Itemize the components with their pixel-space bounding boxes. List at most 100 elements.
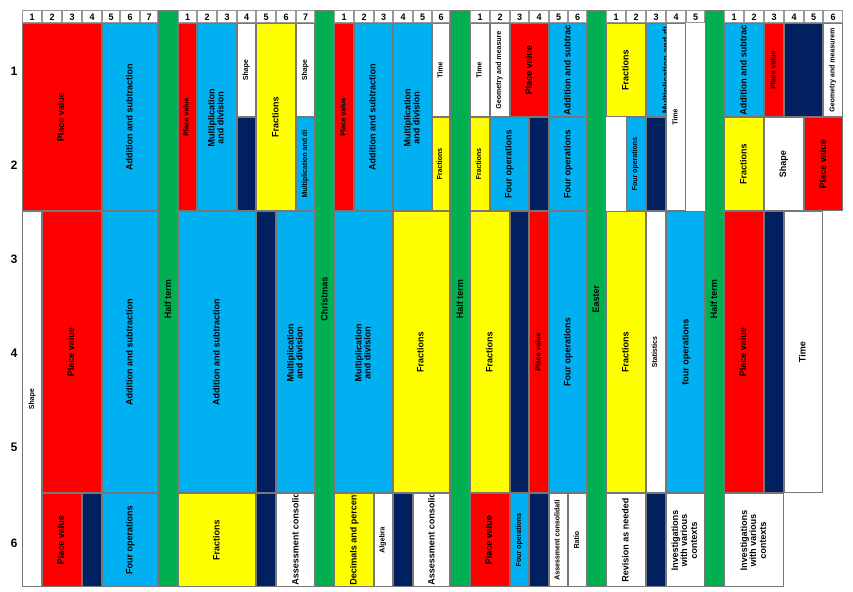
topic-block: Decimals and percentages [334,493,374,587]
column-header: 2 [490,10,510,23]
topic-block [510,211,529,493]
topic-label: Multiplication and division [285,323,305,381]
topic-label: Addition and subtrac [738,25,749,115]
topic-block: Shape [22,211,42,587]
column-header: 6 [276,10,296,23]
topic-block: Fractions [256,23,296,211]
topic-label: Shape [778,150,789,178]
topic-label: Addition and subtraction [211,298,222,406]
topic-label: Multiplication and division [402,88,422,146]
topic-label: Place value [340,97,348,137]
topic-block: Time [784,211,823,493]
topic-label: Geometry and measurem [829,27,837,113]
topic-label: Place value [770,50,778,90]
holiday-break: Half term [450,10,470,587]
column-header: 2 [354,10,374,23]
topic-block: Multiplication and division [334,211,393,493]
topic-label: Revision as needed [620,497,631,583]
topic-block: Four operations [549,211,587,493]
topic-label: Place value [484,515,495,565]
topic-block [529,117,549,211]
column-header: 3 [374,10,393,23]
column-header: 1 [470,10,490,23]
column-header: 1 [178,10,197,23]
topic-label: Four operations [515,513,523,567]
topic-label: Ratio [573,531,581,549]
topic-block: Fractions [724,117,764,211]
topic-label: Four operations [562,129,573,199]
topic-block: Place value [334,23,354,211]
topic-block: Fractions [178,493,256,587]
row-label-6: 6 [10,536,18,550]
topic-block: Addition and subtraction [102,211,158,493]
topic-block: Geometry and measure [490,23,510,117]
topic-label: Algebra [379,526,387,554]
topic-block: Investigations with various contexts [666,493,705,587]
holiday-break: Christmas [315,10,334,587]
topic-label: Fractions [437,148,445,180]
topic-label: Place value [183,97,191,137]
topic-block [646,493,666,587]
topic-label: Four operations [503,129,514,199]
topic-label: Place value [56,92,67,142]
row-label-1: 1 [10,64,18,78]
topic-label: Time [437,61,445,79]
topic-block: Place value [470,493,510,587]
topic-label: Assessment consolidati [289,493,300,585]
topic-block: Assessment consolidati [549,493,568,587]
topic-block: Fractions [432,117,450,211]
column-header: 3 [646,10,666,23]
topic-label: Multiplication and division [353,323,373,381]
topic-label: Shape [242,59,250,81]
topic-block [764,211,784,493]
column-header: 3 [764,10,784,23]
column-header: 3 [510,10,529,23]
column-header: 1 [606,10,626,23]
column-header: 2 [42,10,62,23]
topic-label: Addition and subtraction [124,63,135,171]
topic-block: Place value [42,493,82,587]
topic-label: Decimals and percentages [348,493,359,585]
row-label-5: 5 [10,440,18,454]
column-header: 6 [120,10,140,23]
column-header: 5 [549,10,568,23]
topic-label: Addition and subtrac [562,25,573,115]
topic-label: Fractions [270,96,281,138]
topic-block: Addition and subtraction [178,211,256,493]
topic-label: Time [672,108,680,126]
topic-block [237,117,256,211]
topic-label: Assessment consolidati [554,499,562,581]
topic-label: Place value [817,139,828,189]
topic-block: Algebra [374,493,393,587]
topic-block: Time [432,23,450,117]
topic-block [646,117,666,211]
topic-label: Place value [56,515,67,565]
topic-label: Addition and subtraction [124,298,135,406]
holiday-break: Half term [158,10,178,587]
topic-block [256,211,276,493]
topic-block: Place value [22,23,102,211]
topic-block: Multiplication and di [296,117,315,211]
topic-block: Shape [237,23,256,117]
topic-block: Four operations [102,493,158,587]
topic-block: Time [470,23,490,117]
row-label-2: 2 [10,158,18,172]
topic-label: Time [797,341,808,363]
topic-label: Investigations with various contexts [670,509,700,571]
topic-label: Fractions [620,331,631,373]
topic-block: Addition and subtraction [102,23,158,211]
topic-label: Multiplication and division [206,88,226,146]
topic-block: Assessment consolidati [276,493,315,587]
column-header: 1 [724,10,744,23]
topic-label: Investigations with various contexts [738,509,768,571]
topic-label: Place value [535,332,543,372]
column-header: 4 [393,10,413,23]
column-header: 6 [823,10,843,23]
topic-label: Fractions [738,143,749,185]
topic-label: Fractions [211,519,222,561]
topic-block: Place value [510,23,549,117]
row-label-3: 3 [10,252,18,266]
column-header: 1 [22,10,42,23]
topic-block: Place value [178,23,197,211]
holiday-break: Half term [705,10,724,587]
